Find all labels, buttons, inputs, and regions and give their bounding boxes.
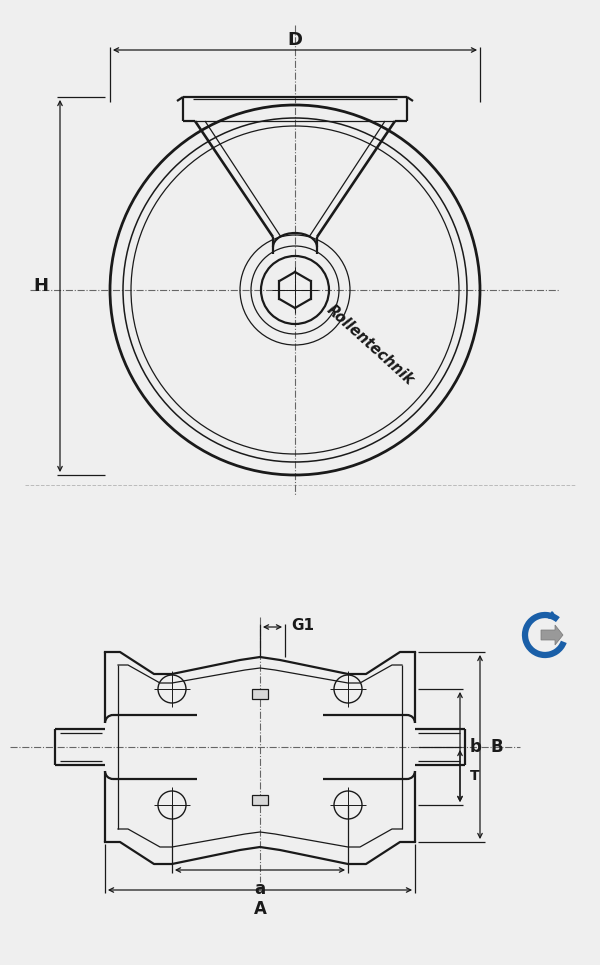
Text: Rollentechnik: Rollentechnik [323, 302, 416, 388]
Text: B: B [490, 738, 503, 756]
Polygon shape [541, 625, 563, 645]
Text: b: b [470, 738, 482, 756]
Text: a: a [254, 880, 266, 898]
Text: H: H [33, 277, 48, 295]
Text: G1: G1 [291, 618, 314, 632]
Bar [252, 689, 268, 699]
Text: D: D [287, 31, 302, 49]
Text: A: A [254, 900, 266, 918]
Bar [252, 795, 268, 805]
Text: T: T [470, 769, 479, 783]
